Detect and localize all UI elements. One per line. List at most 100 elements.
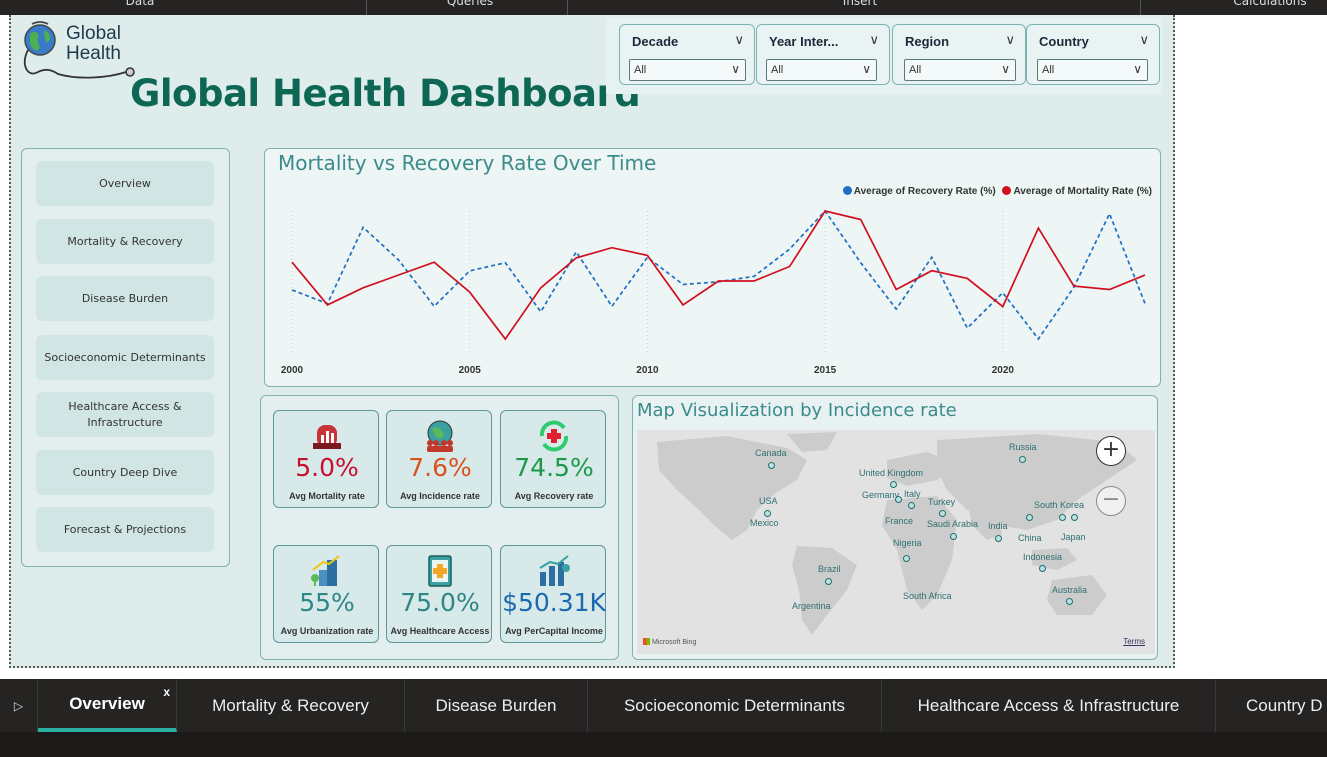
map-point[interactable] bbox=[903, 555, 910, 562]
ribbon-tab-queries[interactable]: Queries bbox=[446, 0, 494, 8]
map-label-japan: Japan bbox=[1061, 532, 1086, 542]
chevron-down-icon[interactable]: ∨ bbox=[1139, 33, 1149, 48]
map-point[interactable] bbox=[768, 462, 775, 469]
nav-disease-burden-button[interactable]: Disease Burden bbox=[36, 276, 214, 321]
kpi-healthcare-access-card[interactable]: 75.0% Avg Healthcare Access bbox=[386, 545, 492, 643]
chevron-down-icon: ∨ bbox=[862, 62, 871, 76]
dropdown-value: All bbox=[909, 64, 922, 76]
page-tab-socioeconomic[interactable]: Socioeconomic Determinants bbox=[588, 679, 882, 732]
x-tick-label: 2000 bbox=[281, 365, 304, 376]
chart-legend: Average of Recovery Rate (%) Average of … bbox=[842, 186, 1152, 197]
hospital-chart-icon bbox=[313, 425, 341, 449]
nav-country-deep-dive-button[interactable]: Country Deep Dive bbox=[36, 450, 214, 495]
map-label-russia: Russia bbox=[1009, 442, 1037, 452]
kpi-mortality-card[interactable]: 5.0% Avg Mortality rate bbox=[273, 410, 379, 508]
kpi-urbanization-card[interactable]: 55% Avg Urbanization rate bbox=[273, 545, 379, 643]
legend-recovery-label: Average of Recovery Rate (%) bbox=[853, 186, 996, 197]
mortality-recovery-chart[interactable]: Mortality vs Recovery Rate Over Time Ave… bbox=[264, 148, 1161, 387]
region-dropdown[interactable]: All ∨ bbox=[904, 59, 1016, 81]
map-point[interactable] bbox=[890, 481, 897, 488]
slicer-decade: Decade ∨ All ∨ bbox=[619, 24, 755, 85]
map-title: Map Visualization by Incidence rate bbox=[637, 400, 957, 421]
country-dropdown[interactable]: All ∨ bbox=[1037, 59, 1148, 81]
map-point[interactable] bbox=[764, 510, 771, 517]
ribbon-tab-insert[interactable]: Insert bbox=[842, 0, 878, 8]
dropdown-value: All bbox=[771, 64, 784, 76]
chevron-down-icon[interactable]: ∨ bbox=[1005, 33, 1015, 48]
logo-text-line2: Health bbox=[66, 43, 121, 64]
navigation-panel: Overview Mortality & Recovery Disease Bu… bbox=[21, 148, 230, 567]
kpi-recovery-card[interactable]: 74.5% Avg Recovery rate bbox=[500, 410, 606, 508]
ribbon-separator bbox=[366, 0, 367, 15]
legend-recovery-marker bbox=[842, 186, 852, 195]
map-point[interactable] bbox=[995, 535, 1002, 542]
kpi-incidence-card[interactable]: 7.6% Avg Incidence rate bbox=[386, 410, 492, 508]
ribbon-tab-calculations[interactable]: Calculations bbox=[1233, 0, 1307, 8]
kpi-income-card[interactable]: $50.31K Avg PerCapital Income bbox=[500, 545, 606, 643]
legend-mortality-label: Average of Mortality Rate (%) bbox=[1013, 186, 1152, 197]
line-chart-plot: 2000 2005 2010 2015 2020 bbox=[281, 209, 1146, 376]
page-tab-disease-burden[interactable]: Disease Burden bbox=[405, 679, 588, 732]
nav-forecast-button[interactable]: Forecast & Projections bbox=[36, 507, 214, 552]
page-tab-overview[interactable]: Overview x bbox=[38, 679, 177, 732]
map-point[interactable] bbox=[950, 533, 957, 540]
slicer-year-interval: Year Inter... ∨ All ∨ bbox=[756, 24, 890, 85]
nav-overview-button[interactable]: Overview bbox=[36, 161, 214, 206]
globe-stethoscope-logo-icon bbox=[23, 21, 135, 79]
map-point[interactable] bbox=[908, 502, 915, 509]
map-label-mexico: Mexico bbox=[750, 518, 779, 528]
page-tab-country-deep-dive[interactable]: Country D bbox=[1246, 695, 1323, 715]
nav-mortality-recovery-button[interactable]: Mortality & Recovery bbox=[36, 219, 214, 264]
map-label-canada: Canada bbox=[755, 448, 787, 458]
map-point[interactable] bbox=[825, 578, 832, 585]
nav-healthcare-access-button[interactable]: Healthcare Access & Infrastructure bbox=[36, 392, 214, 437]
globe-people-icon bbox=[427, 420, 453, 452]
x-tick-label: 2020 bbox=[992, 365, 1015, 376]
microsoft-logo-icon bbox=[643, 638, 650, 645]
income-chart-icon bbox=[539, 555, 570, 586]
close-icon[interactable]: x bbox=[163, 685, 170, 699]
legend-mortality-marker bbox=[1002, 186, 1012, 195]
page-tab-mortality-recovery[interactable]: Mortality & Recovery bbox=[177, 679, 405, 732]
dropdown-value: All bbox=[634, 64, 647, 76]
map-point[interactable] bbox=[1066, 598, 1073, 605]
map-point[interactable] bbox=[1071, 514, 1078, 521]
dropdown-value: All bbox=[1042, 64, 1055, 76]
terms-link[interactable]: Terms bbox=[1123, 637, 1145, 646]
map-label-turkey: Turkey bbox=[928, 497, 956, 507]
map-point[interactable] bbox=[1039, 565, 1046, 572]
map-label-indonesia: Indonesia bbox=[1023, 552, 1063, 562]
chevron-down-icon[interactable]: ∨ bbox=[734, 33, 744, 48]
slicer-region: Region ∨ All ∨ bbox=[892, 24, 1026, 85]
slicer-country: Country ∨ All ∨ bbox=[1026, 24, 1160, 85]
kpi-caption: Avg Mortality rate bbox=[289, 491, 365, 501]
kpi-caption: Avg Healthcare Access bbox=[390, 626, 490, 636]
map-label-france: France bbox=[885, 516, 914, 526]
page-title: Global Health Dashboard bbox=[130, 72, 641, 115]
ribbon-strip: Data Queries Insert Calculations bbox=[0, 0, 1327, 15]
map-point[interactable] bbox=[1019, 456, 1026, 463]
chevron-down-icon: ∨ bbox=[1001, 62, 1010, 76]
map-point[interactable] bbox=[1059, 514, 1066, 521]
map-point[interactable] bbox=[1026, 514, 1033, 521]
zoom-out-button[interactable]: − bbox=[1096, 486, 1126, 516]
world-map[interactable]: Canada Russia United Kingdom Germany Ita… bbox=[637, 430, 1155, 654]
medical-card-icon bbox=[428, 555, 452, 587]
ribbon-tab-data[interactable]: Data bbox=[125, 0, 155, 8]
decade-dropdown[interactable]: All ∨ bbox=[629, 59, 746, 81]
year-interval-dropdown[interactable]: All ∨ bbox=[766, 59, 877, 81]
slicer-label: Region bbox=[905, 34, 950, 49]
slicer-label: Decade bbox=[632, 34, 679, 49]
map-point[interactable] bbox=[895, 496, 902, 503]
map-point[interactable] bbox=[939, 510, 946, 517]
kpi-caption: Avg Recovery rate bbox=[514, 491, 594, 501]
expand-pages-icon[interactable]: ▷ bbox=[0, 679, 38, 732]
zoom-in-button[interactable]: + bbox=[1096, 436, 1126, 466]
kpi-value: $50.31K bbox=[502, 588, 606, 617]
mortality-rate-line[interactable] bbox=[291, 210, 1146, 341]
page-tab-healthcare-access[interactable]: Healthcare Access & Infrastructure bbox=[882, 679, 1216, 732]
chevron-down-icon[interactable]: ∨ bbox=[869, 33, 879, 48]
nav-socioeconomic-button[interactable]: Socioeconomic Determinants bbox=[36, 335, 214, 380]
map-label-australia: Australia bbox=[1052, 585, 1088, 595]
kpi-value: 5.0% bbox=[295, 453, 359, 482]
